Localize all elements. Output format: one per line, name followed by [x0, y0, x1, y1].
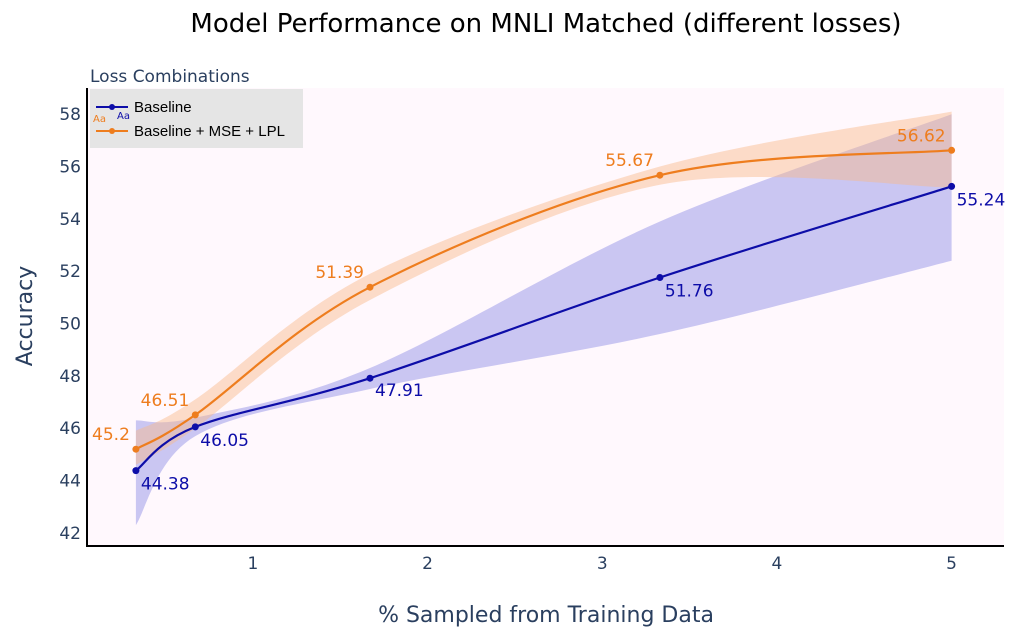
x-tick-label-0: 1: [247, 554, 258, 574]
x-tick-label-1: 2: [422, 554, 433, 574]
band-series-1: [135, 111, 952, 465]
data-labels: 44.38 46.05 47.91 51.76 55.24 45.2 46.51 51.39 5…: [92, 126, 1005, 494]
chart-title: Model Performance on MNLI Matched (diffe…: [190, 9, 901, 39]
point-series-0-0: [132, 467, 140, 475]
confidence-bands: [135, 111, 952, 526]
point-series-1-2: [366, 283, 374, 291]
legend-glyph-blue: Aa: [117, 111, 130, 122]
data-label-series-1-0: 45.2: [92, 425, 130, 445]
y-tick-label-6: 54: [59, 210, 81, 230]
point-series-1-1: [191, 411, 199, 419]
legend: Loss Combinations Baseline Baseline + MSE…: [90, 67, 303, 148]
x-axis-ticks: 1 2 3 4 5: [247, 554, 957, 574]
point-series-0-2: [366, 374, 374, 382]
data-label-series-0-1: 46.05: [200, 431, 249, 451]
data-label-series-1-2: 51.39: [315, 263, 364, 283]
point-series-1-0: [132, 445, 140, 453]
x-tick-label-2: 3: [597, 554, 608, 574]
point-series-0-3: [656, 274, 664, 281]
point-series-1-4: [948, 146, 956, 154]
x-axis-title: % Sampled from Training Data: [378, 603, 714, 628]
data-label-series-0-2: 47.91: [375, 381, 424, 401]
legend-marker-0: [109, 104, 115, 110]
y-tick-label-3: 48: [59, 367, 81, 387]
point-series-0-1: [191, 423, 199, 431]
y-tick-label-0: 42: [59, 524, 81, 544]
band-series-0: [135, 114, 952, 526]
y-tick-label-4: 50: [59, 315, 81, 335]
data-label-series-1-3: 55.67: [605, 151, 654, 171]
data-label-series-0-0: 44.38: [141, 475, 190, 495]
data-points: [132, 146, 956, 475]
legend-entry-1: Baseline + MSE + LPL: [134, 123, 285, 140]
y-tick-label-1: 44: [59, 472, 81, 492]
point-series-1-3: [656, 171, 664, 179]
x-tick-label-4: 5: [946, 554, 957, 574]
legend-glyph-orange: Aa: [93, 114, 106, 125]
x-tick-label-3: 4: [771, 554, 782, 574]
legend-title: Loss Combinations: [90, 67, 250, 87]
legend-items: Baseline Baseline + MSE + LPL Aa Aa: [93, 99, 285, 140]
legend-entry-0: Baseline: [134, 99, 192, 116]
y-tick-label-2: 46: [59, 419, 81, 439]
y-axis-title: Accuracy: [13, 266, 38, 366]
data-label-series-1-1: 46.51: [141, 391, 190, 411]
y-tick-label-5: 52: [59, 262, 81, 282]
data-label-series-0-4: 55.24: [957, 190, 1006, 210]
legend-box: [90, 89, 303, 148]
point-series-0-4: [948, 182, 956, 190]
data-label-series-0-3: 51.76: [665, 282, 714, 302]
y-tick-label-8: 58: [59, 105, 81, 125]
y-axis-ticks: 42 44 46 48 50 52 54 56 58: [59, 105, 81, 544]
y-tick-label-7: 56: [59, 158, 81, 178]
data-label-series-1-4: 56.62: [897, 126, 946, 146]
legend-marker-1: [109, 128, 115, 134]
axes: [86, 88, 1004, 547]
